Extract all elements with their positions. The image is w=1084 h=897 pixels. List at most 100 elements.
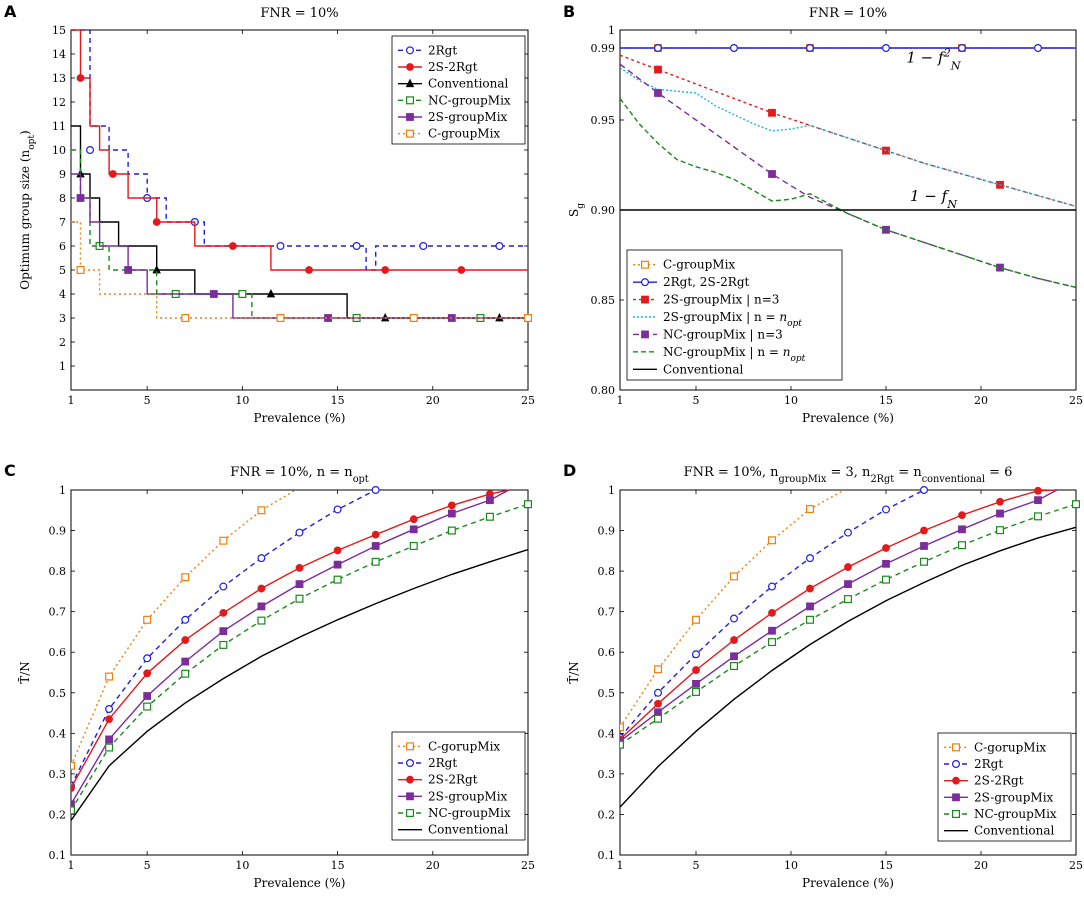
data-point [76,266,85,275]
data-point [333,575,342,584]
series-line [71,149,528,319]
data-point [957,43,966,52]
data-point [729,43,738,52]
data-point [806,602,814,611]
plot-frame [70,489,529,856]
x-tick-label: 25 [1069,394,1083,407]
legend-marker [406,808,415,817]
data-point [181,573,190,582]
data-point [108,170,117,178]
data-point [919,486,928,495]
data-point [257,616,266,625]
legend-label: NC-groupMix [974,807,1057,821]
data-point [691,615,700,624]
y-tick-label: 0.2 [49,808,67,821]
y-tick-label: 10 [52,144,66,157]
x-tick-label: 20 [974,394,988,407]
data-point [805,43,814,52]
data-point [409,525,418,534]
panel-letter-d: D [563,461,577,480]
data-point [71,800,75,809]
series-c-gorupmix [71,489,297,770]
legend-label: NC-groupMix | n=3 [663,327,783,341]
data-point [105,735,113,744]
data-point [1034,496,1042,505]
data-point [806,584,814,593]
data-point [71,784,75,792]
data-point [654,699,662,708]
data-point [181,657,190,666]
data-point [257,602,266,611]
panel-letter-a: A [4,2,17,21]
y-tick-label: 3 [59,312,66,325]
data-point [620,740,624,749]
data-point [882,544,890,552]
legend-label: NC-groupMix [428,93,511,107]
y-tick-label: 0.1 [598,849,616,862]
data-point [333,505,342,514]
data-point [691,650,700,659]
y-tick-label: 0.95 [591,114,616,127]
data-point [523,314,532,323]
y-tick-label: 0.3 [49,768,67,781]
legend-label: C-groupMix [663,258,735,272]
legend: C-groupMix 2Rgt, 2S-2Rgt 2S-groupMix | n=3… [626,249,843,381]
y-tick-label: 1 [59,360,66,373]
legend-label: 2S-2Rgt [428,773,478,787]
data-point [881,575,890,584]
data-point [958,525,966,534]
legend-label: C-gorupMix [428,739,500,753]
y-axis-label: T̄/N [566,661,581,684]
data-point [844,563,852,571]
y-tick-label: 7 [59,216,66,229]
panel-b: FNR = 10%1 5 10 15 20 250.800.850.900.950.991… [567,6,1083,425]
x-axis-label: Prevalence (%) [254,411,346,425]
data-point [381,266,390,274]
legend-marker [951,759,960,768]
legend-marker [406,129,415,138]
legend-marker [406,775,414,784]
data-point [485,512,494,521]
data-point [409,515,418,524]
legend-marker [640,260,649,269]
x-tick-label: 15 [331,394,345,407]
x-tick-label: 10 [235,859,249,872]
x-tick-label: 25 [1069,859,1083,872]
legend-marker [406,113,414,121]
series-line [620,54,1077,208]
y-tick-label: 6 [59,240,66,253]
data-point [76,74,85,82]
data-point [843,595,852,604]
y-tick-label: 0.7 [49,606,67,619]
legend-marker [640,278,649,287]
x-tick-label: 5 [693,394,700,407]
legend-box [391,35,526,145]
y-tick-label: 2 [59,336,66,349]
data-point [447,501,456,510]
data-point [219,640,228,649]
legend-label: 2S-groupMix | n = nopt [663,310,802,329]
series-line [620,489,1058,740]
series-nc-groupmix [620,500,1080,749]
data-point [71,806,75,815]
legend-label: 2Rgt [428,43,457,57]
data-point [691,687,700,696]
x-tick-label: 20 [426,859,440,872]
y-tick-label: 1 [608,24,615,37]
y-tick-label: 0.5 [598,687,616,700]
y-tick-label: 11 [52,120,66,133]
y-tick-label: 14 [52,48,66,61]
x-axis-label: Prevalence (%) [254,876,346,890]
data-point [1071,500,1080,509]
legend-label: Conventional [428,823,509,837]
data-point [957,541,966,550]
legend-label: C-gorupMix [974,740,1046,754]
y-tick-label: 0.85 [591,294,616,307]
legend-box [937,732,1072,842]
series-2s-groupmix [620,489,1058,746]
data-point [276,242,285,251]
legend-label: NC-groupMix | n = nopt [663,345,806,364]
y-tick-label: 0.9 [49,525,67,538]
series-line [71,548,529,821]
